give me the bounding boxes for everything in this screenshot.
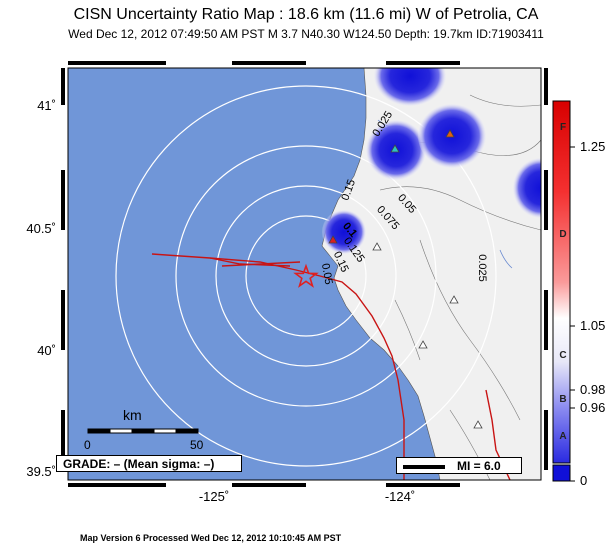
colorbar-value: 1.25 <box>580 139 606 154</box>
mi-line-swatch <box>403 465 445 469</box>
contour-label: 0.025 <box>475 254 488 282</box>
scale-start-label: 0 <box>84 438 91 452</box>
lat-label: 40.5˚ <box>26 221 56 236</box>
lat-label: 41˚ <box>37 98 56 113</box>
colorbar-value: 1.05 <box>580 318 606 333</box>
colorbar-scale <box>552 100 571 464</box>
lat-label: 39.5˚ <box>26 464 56 479</box>
triangle-icon <box>418 340 428 349</box>
frame-ticks <box>61 61 548 487</box>
uncertainty-contours <box>115 85 497 467</box>
triangle-icon <box>445 129 455 138</box>
lon-label: -125˚ <box>198 489 230 504</box>
fault-lines <box>151 253 511 480</box>
event-subtitle: Wed Dec 12, 2012 07:49:50 AM PST M 3.7 N… <box>68 27 544 41</box>
colorbar-grade-letter: F <box>559 122 567 133</box>
colorbar-grade-letter: B <box>559 394 567 405</box>
colorbar-zero-swatch <box>552 464 571 482</box>
triangle-icon <box>449 295 459 304</box>
map-footer: Map Version 6 Processed Wed Dec 12, 2012… <box>80 533 342 543</box>
triangle-icon <box>390 144 400 153</box>
map-frame <box>67 67 542 481</box>
colorbar-value: 0.98 <box>580 382 606 397</box>
scale-bar <box>87 428 199 434</box>
triangle-icon <box>372 242 382 251</box>
colorbar-value: 0.96 <box>580 400 606 415</box>
scale-end-label: 50 <box>190 438 204 452</box>
colorbar-grade-letter: C <box>559 350 567 361</box>
mi-legend: MI = 6.0 <box>396 457 522 474</box>
uncertainty-zone <box>374 68 446 106</box>
scale-unit-label: km <box>123 407 142 423</box>
colorbar-grade-letter: A <box>559 431 567 442</box>
triangle-icon <box>328 235 338 244</box>
map-title: CISN Uncertainty Ratio Map : 18.6 km (11… <box>73 6 539 23</box>
colorbar-value: 0 <box>580 473 588 488</box>
star-icon <box>293 263 319 288</box>
colorbar-grade-letter: D <box>559 229 567 240</box>
grade-box: GRADE: – (Mean sigma: –) <box>56 455 242 472</box>
uncertainty-zone <box>513 158 541 218</box>
mi-label: MI = 6.0 <box>457 459 501 473</box>
triangle-icon <box>473 420 483 429</box>
lat-label: 40˚ <box>37 343 56 358</box>
lon-label: -124˚ <box>384 489 416 504</box>
